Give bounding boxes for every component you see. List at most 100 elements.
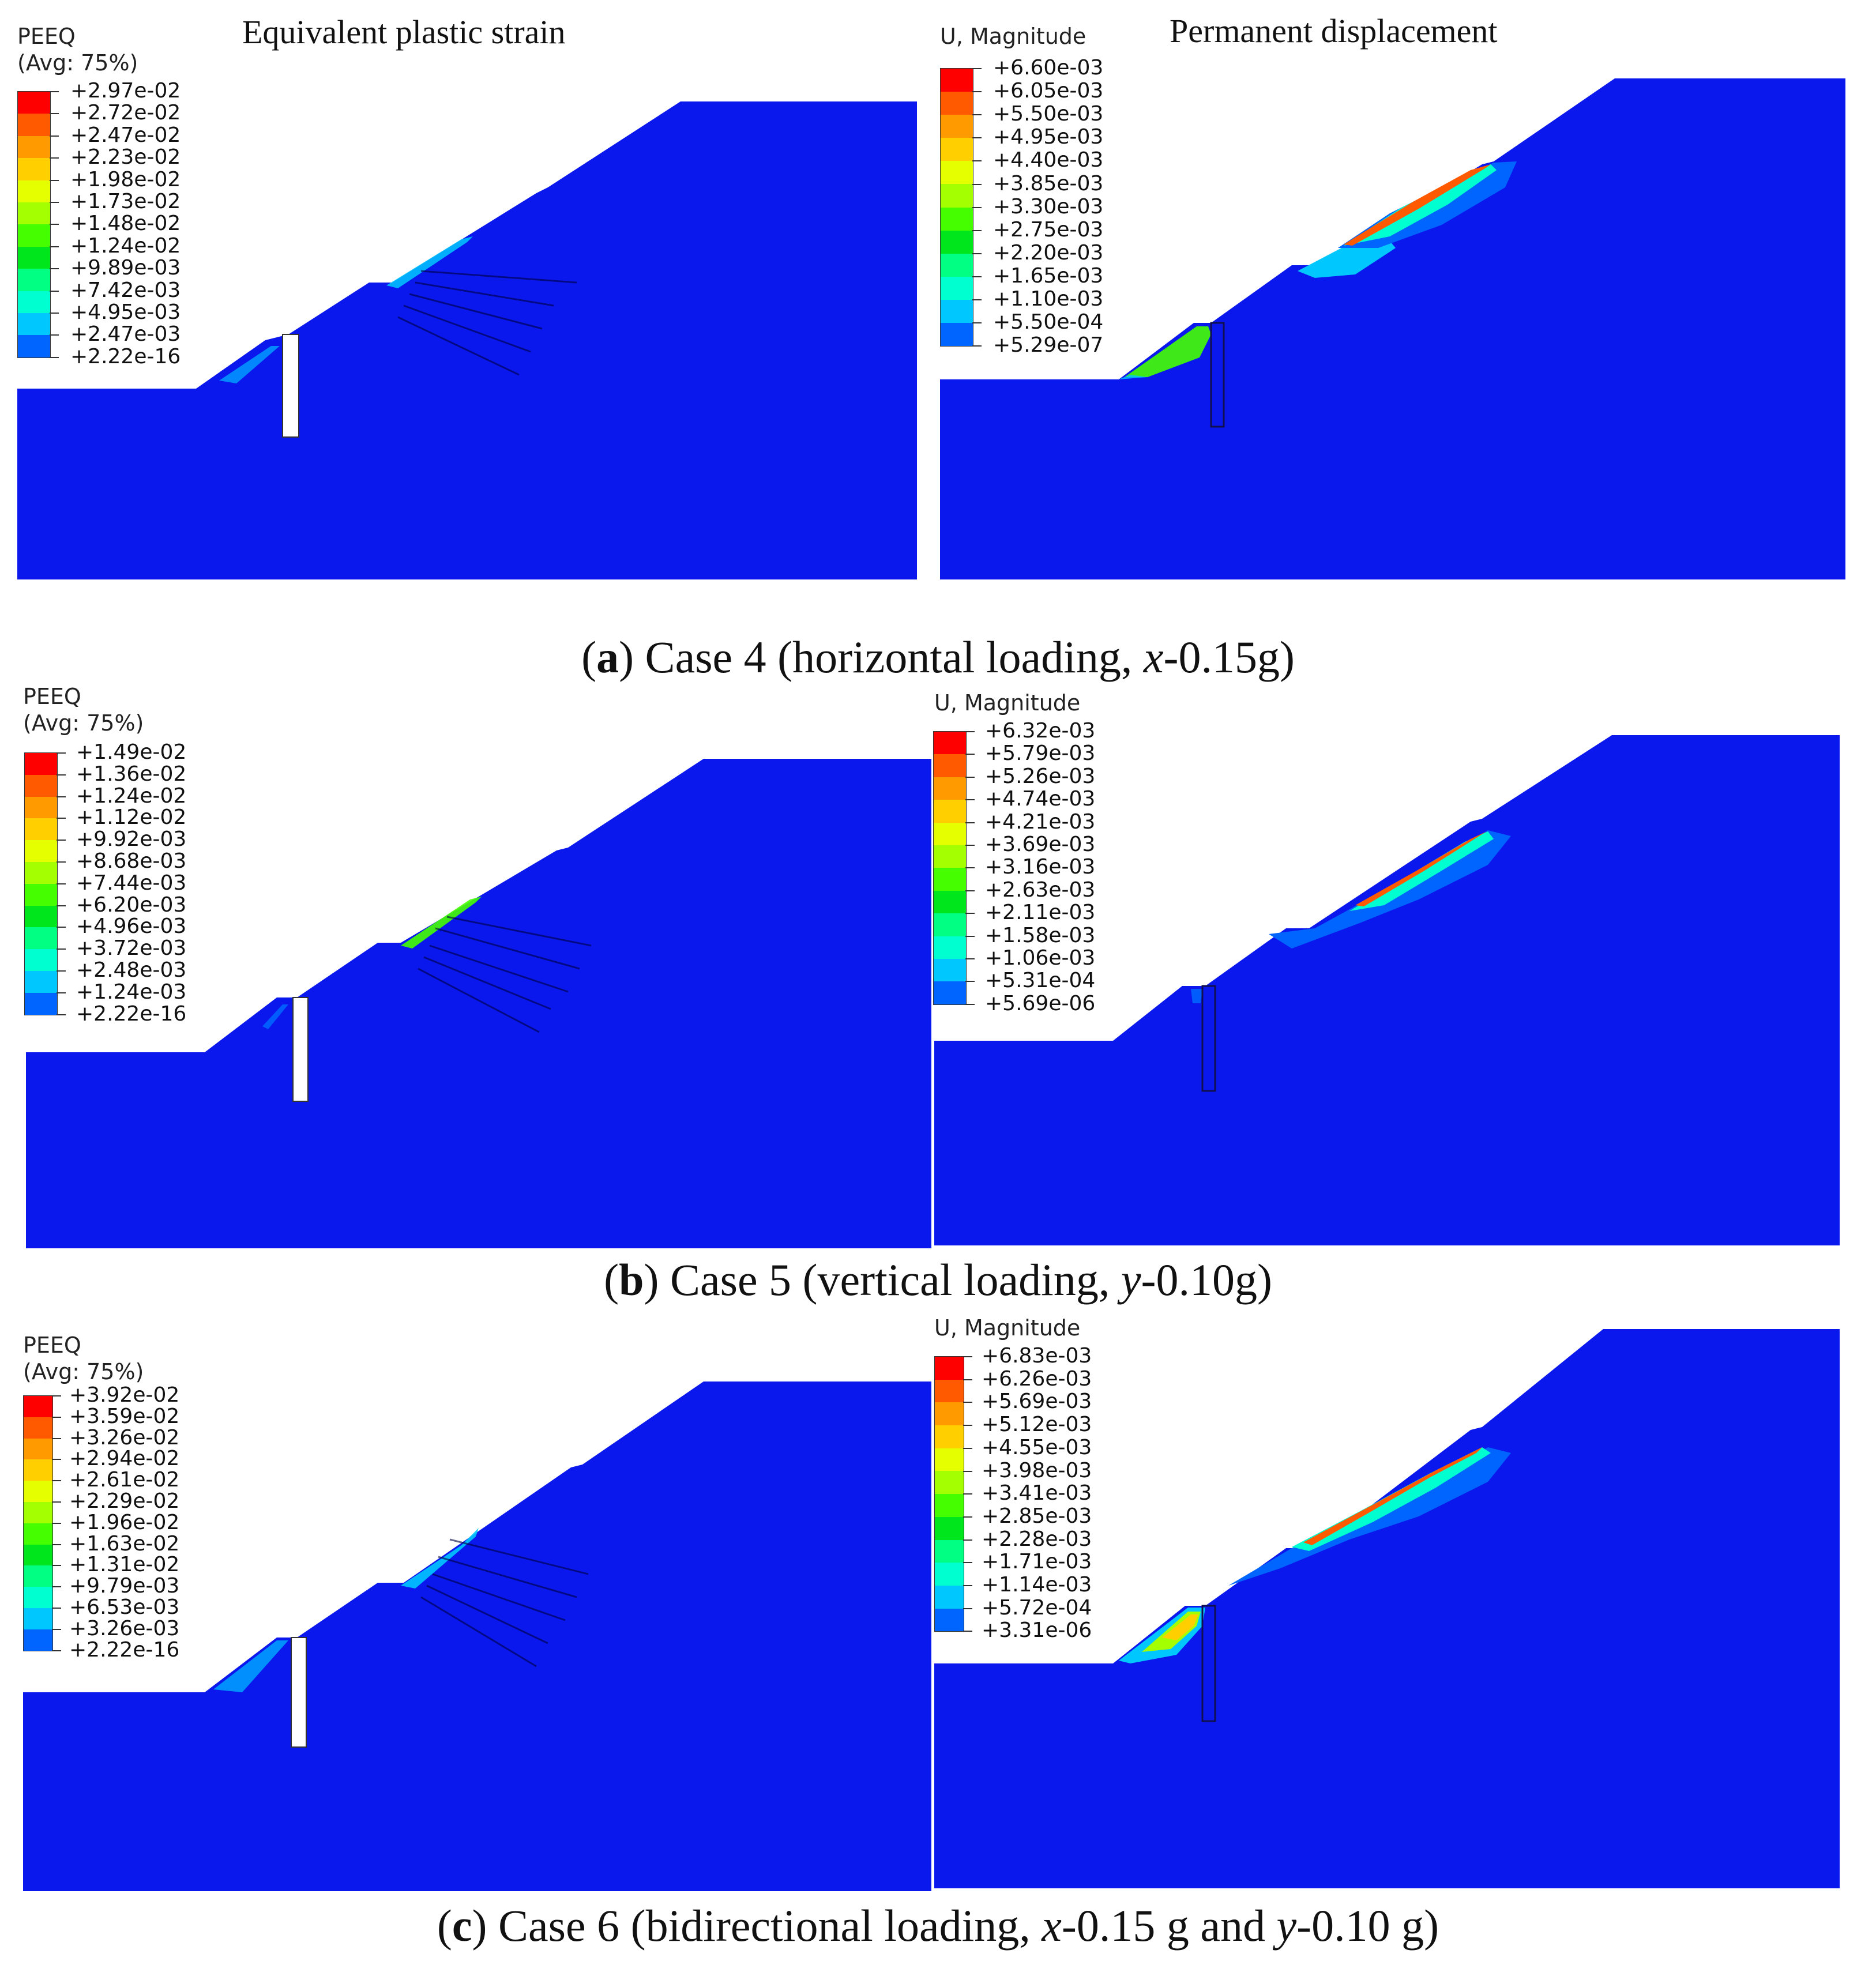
legend-swatch (25, 818, 57, 841)
legend-b-umag-label: +6.32e-03 (985, 719, 1096, 743)
legend-c-peeq-subtitle: (Avg: 75%) (23, 1359, 144, 1384)
legend-swatch (18, 291, 50, 313)
legend-swatch (941, 184, 973, 208)
caption-a: (a) Case 4 (horizontal loading, x-0.15g) (581, 632, 1295, 682)
legend-tick (972, 322, 982, 324)
legend-swatch (18, 158, 50, 180)
legend-b-umag-label: +4.74e-03 (985, 787, 1096, 811)
legend-tick (50, 224, 59, 225)
legend-a-peeq-label: +9.89e-03 (70, 256, 181, 280)
legend-b-umag-label: +5.79e-03 (985, 741, 1096, 766)
legend-b-umag-label: +5.69e-06 (985, 991, 1096, 1015)
legend-c-peeq-label: +2.61e-02 (69, 1468, 180, 1492)
anchor-lines (420, 1538, 589, 1667)
legend-tick (963, 1447, 972, 1449)
legend-c-umag-label: +3.98e-03 (982, 1458, 1092, 1482)
legend-tick (52, 1650, 61, 1651)
legend-tick (972, 183, 982, 185)
legend-swatch (24, 1523, 52, 1545)
legend-c-umag-label: +5.12e-03 (982, 1413, 1092, 1437)
displacement-zone-slide-hot (1355, 831, 1487, 906)
caption-b: (b) Case 5 (vertical loading, y-0.10g) (604, 1255, 1272, 1305)
legend-b-peeq-subtitle: (Avg: 75%) (23, 710, 144, 736)
legend-swatch (24, 1481, 52, 1502)
legend-a-peeq-label: +2.97e-02 (70, 79, 181, 103)
legend-a-umag-label: +6.60e-03 (993, 56, 1104, 80)
legend-tick (965, 845, 975, 846)
legend-swatch (25, 861, 57, 884)
legend-a-peeq-label: +2.47e-03 (70, 322, 181, 347)
legend-swatch (934, 822, 966, 845)
panel-b-peeq-slope (26, 759, 931, 1248)
legend-c-peeq-label: +6.53e-03 (69, 1595, 180, 1619)
plastic-zone-lower (213, 1640, 288, 1692)
legend-swatch (24, 1417, 52, 1439)
anchor-lines (418, 916, 592, 1033)
legend-swatch (935, 1425, 964, 1448)
panel-c-peeq-slope (23, 1382, 931, 1891)
plastic-zone-lower (262, 1004, 288, 1029)
slope-body (23, 1382, 931, 1891)
legend-c-peeq-label: +3.92e-02 (69, 1383, 180, 1407)
legend-swatch (18, 246, 50, 269)
legend-swatch (25, 883, 57, 906)
legend-swatch (934, 754, 966, 777)
legend-swatch (934, 981, 966, 1004)
legend-b-peeq-label: +4.96e-03 (76, 914, 187, 939)
legend-swatch (941, 207, 973, 231)
legend-tick (57, 774, 66, 776)
plastic-zone-upper (386, 236, 473, 288)
legend-swatch (25, 774, 57, 797)
legend-tick (972, 68, 982, 69)
slope-body (934, 1329, 1840, 1888)
legend-swatch (941, 276, 973, 300)
legend-swatch (18, 224, 50, 247)
legend-swatch (934, 868, 966, 891)
caption-c: (c) Case 6 (bidirectional loading, x-0.1… (437, 1900, 1439, 1951)
legend-c-peeq-label: +3.26e-03 (69, 1616, 180, 1640)
legend-tick (965, 731, 975, 732)
legend-tick (50, 246, 59, 247)
legend-swatch (25, 992, 57, 1015)
legend-c-umag-label: +2.85e-03 (982, 1504, 1092, 1528)
legend-swatch (934, 936, 966, 959)
legend-c-peeq-label: +1.31e-02 (69, 1553, 180, 1577)
legend-tick (963, 1470, 972, 1472)
legend-a-umag-label: +4.40e-03 (993, 148, 1104, 172)
legend-swatch (25, 753, 57, 775)
legend-tick (965, 799, 975, 801)
legend-swatch (25, 840, 57, 862)
legend-b-umag-label: +1.58e-03 (985, 923, 1096, 947)
legend-swatch (24, 1544, 52, 1566)
legend-b-peeq-colorbar (24, 752, 58, 1015)
legend-c-umag-label: +1.14e-03 (982, 1573, 1092, 1597)
legend-c-peeq-label: +1.63e-02 (69, 1531, 180, 1556)
legend-swatch (18, 269, 50, 291)
legend-swatch (24, 1396, 52, 1417)
legend-b-peeq-label: +7.44e-03 (76, 871, 187, 895)
legend-swatch (935, 1379, 964, 1403)
legend-c-umag-label: +5.69e-03 (982, 1390, 1092, 1414)
legend-swatch (934, 890, 966, 914)
legend-tick (50, 356, 59, 358)
legend-c-peeq-label: +2.22e-16 (69, 1638, 180, 1662)
legend-tick (57, 818, 66, 819)
legend-tick (50, 268, 59, 270)
legend-swatch (24, 1629, 52, 1651)
legend-tick (50, 179, 59, 181)
legend-swatch (25, 927, 57, 950)
legend-swatch (934, 800, 966, 823)
legend-c-peeq-label: +9.79e-03 (69, 1574, 180, 1598)
legend-tick (52, 1480, 61, 1482)
legend-b-peeq-label: +1.36e-02 (76, 762, 187, 786)
displacement-zone-slide-hot (1344, 164, 1491, 246)
legend-tick (972, 276, 982, 277)
legend-a-umag-label: +6.05e-03 (993, 79, 1104, 103)
legend-swatch (941, 299, 973, 323)
legend-b-peeq-label: +2.22e-16 (76, 1002, 187, 1026)
caption-c-text: Case 6 (bidirectional loading, (498, 1900, 1042, 1951)
legend-c-umag-label: +3.31e-06 (982, 1618, 1092, 1643)
plastic-zone-lower (219, 346, 280, 383)
legend-swatch (18, 114, 50, 136)
legend-tick (50, 157, 59, 159)
